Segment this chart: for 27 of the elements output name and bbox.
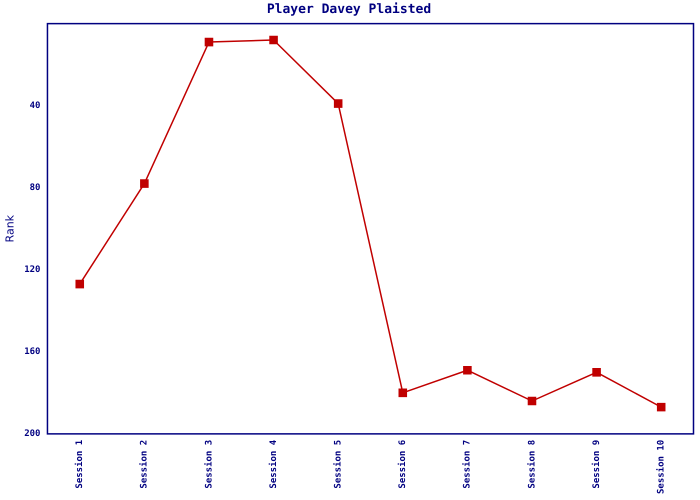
point (656, 402, 666, 412)
x-tick-label: Session 2 (138, 440, 150, 489)
point (269, 36, 278, 44)
point (592, 368, 601, 377)
y-tick-label: 160 (24, 347, 40, 358)
y-tick-label: 40 (30, 100, 40, 111)
chart-title: Player Davey Plaisted (266, 2, 432, 18)
x-tick-label: Session 7 (462, 440, 473, 489)
x-tick-label: Session 10 (656, 440, 667, 494)
point (398, 388, 408, 398)
x-tick-label: Session 8 (526, 440, 538, 489)
x-tick-label: Session 6 (397, 440, 408, 489)
x-tick-label: Session 9 (590, 440, 602, 489)
y-tick-label: 80 (30, 183, 40, 194)
x-tick-label: Session 3 (203, 440, 214, 489)
x-tick-label: Session 5 (332, 440, 344, 489)
point (463, 366, 472, 375)
x-tick-label: Session 1 (74, 440, 86, 489)
x-tick-label: Session 4 (268, 439, 279, 489)
point (204, 38, 214, 46)
point (140, 179, 149, 188)
point (528, 396, 536, 406)
y-tick-label: 120 (24, 265, 40, 276)
y-axis-title: Rank (3, 214, 16, 242)
point (334, 99, 342, 108)
y-tick-label: 200 (24, 429, 40, 440)
point (75, 280, 84, 288)
